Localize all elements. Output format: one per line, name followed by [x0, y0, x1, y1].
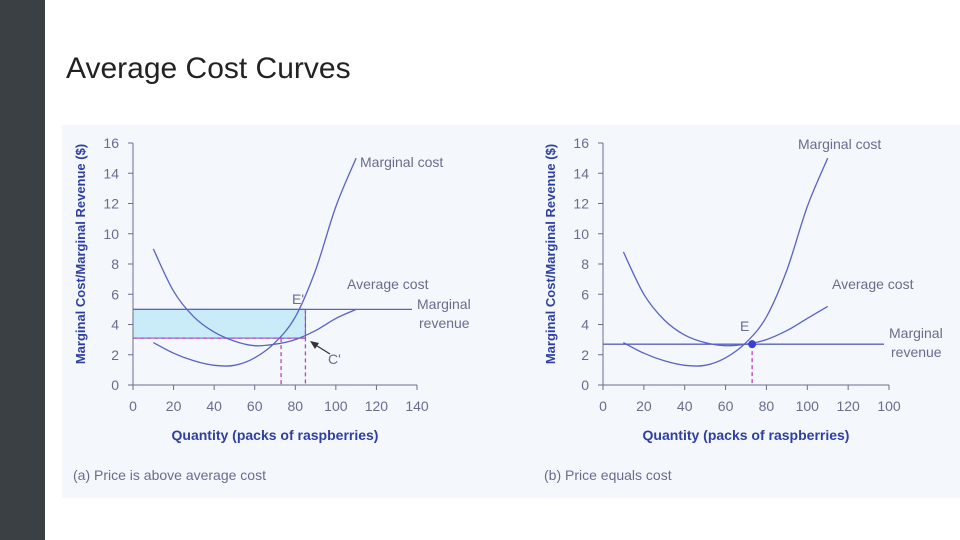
y-tick-label: 0	[581, 377, 589, 393]
x-tick-label: 0	[599, 398, 607, 414]
x-tick-label: 80	[287, 398, 303, 414]
x-axis-label: Quantity (packs of raspberries)	[643, 427, 850, 443]
equilibrium-point	[748, 340, 757, 349]
marginal-revenue-label-line2: revenue	[891, 344, 942, 360]
y-tick-label: 2	[581, 347, 589, 363]
y-tick-label: 12	[573, 196, 589, 212]
y-tick-label: 10	[103, 226, 119, 242]
average-cost-curve	[622, 251, 829, 347]
x-tick-label: 140	[405, 398, 429, 414]
y-tick-label: 8	[111, 256, 119, 272]
marginal-cost-label: Marginal cost	[360, 154, 443, 170]
y-tick-label: 6	[111, 286, 119, 302]
y-tick-label: 10	[573, 226, 589, 242]
y-tick-label: 12	[103, 196, 119, 212]
x-tick-label: 120	[836, 398, 860, 414]
slide-title: Average Cost Curves	[66, 52, 351, 85]
x-axis-label: Quantity (packs of raspberries)	[172, 427, 379, 443]
y-axis-label: Marginal Cost/Marginal Revenue ($)	[543, 144, 558, 364]
x-tick-label: 100	[877, 398, 901, 414]
y-tick-label: 14	[103, 165, 119, 181]
panel-b: 0 2 4 6 8 10 12 14 16 0 20 40 60 80 100 120 100 Margina…	[543, 135, 943, 483]
x-tick-label: 120	[365, 398, 389, 414]
x-tick-label: 100	[324, 398, 348, 414]
average-cost-curve	[152, 248, 357, 347]
y-axis-label: Marginal Cost/Marginal Revenue ($)	[73, 144, 88, 364]
c-prime-arrowhead	[310, 341, 319, 349]
sidebar-bar	[0, 0, 45, 540]
x-tick-label: 20	[166, 398, 182, 414]
marginal-cost-label: Marginal cost	[798, 136, 881, 152]
y-tick-label: 16	[103, 135, 119, 151]
x-tick-label: 0	[129, 398, 137, 414]
marginal-revenue-label: Marginal	[889, 325, 943, 341]
panel-a: 0 2 4 6 8 10 12 14 16 0 20 40 60 80 100 120 140 Margina…	[73, 135, 471, 483]
x-tick-label: 60	[247, 398, 263, 414]
average-cost-label: Average cost	[832, 276, 914, 292]
y-tick-label: 8	[581, 256, 589, 272]
y-tick-label: 2	[111, 347, 119, 363]
point-c-prime-label: C'	[328, 351, 341, 367]
y-tick-label: 16	[573, 135, 589, 151]
y-tick-label: 4	[111, 317, 119, 333]
x-tick-label: 80	[759, 398, 775, 414]
y-tick-label: 0	[111, 377, 119, 393]
panel-caption: (a) Price is above average cost	[73, 467, 266, 483]
y-tick-label: 14	[573, 165, 589, 181]
marginal-revenue-label: Marginal	[417, 296, 471, 312]
x-tick-label: 40	[206, 398, 222, 414]
average-cost-label: Average cost	[347, 276, 429, 292]
marginal-cost-curve	[152, 157, 357, 367]
panel-caption: (b) Price equals cost	[544, 467, 672, 483]
point-e-prime-label: E'	[292, 291, 304, 307]
y-tick-label: 4	[581, 317, 589, 333]
x-tick-label: 20	[636, 398, 652, 414]
y-tick-label: 6	[581, 286, 589, 302]
x-tick-label: 40	[677, 398, 693, 414]
point-e-label: E	[740, 318, 749, 334]
marginal-revenue-label-line2: revenue	[419, 315, 470, 331]
profit-region	[132, 308, 306, 339]
x-tick-label: 100	[796, 398, 820, 414]
marginal-cost-curve	[623, 157, 829, 367]
x-tick-label: 60	[718, 398, 734, 414]
